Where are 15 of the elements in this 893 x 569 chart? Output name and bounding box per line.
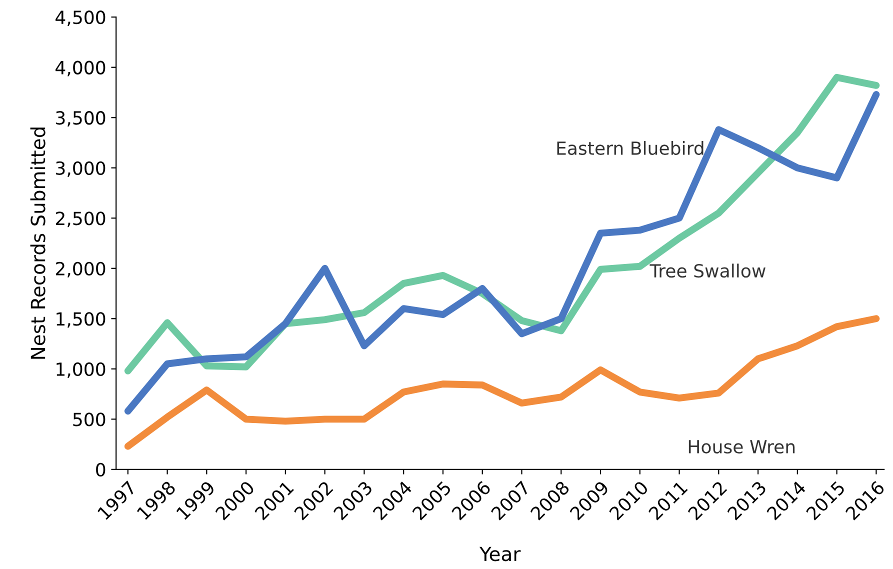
y-tick-label: 4,500 <box>56 10 106 26</box>
y-tick-label: 1,500 <box>56 312 106 328</box>
y-tick-label: 3,000 <box>56 161 106 177</box>
y-tick-label: 2,000 <box>56 262 106 278</box>
y-tick-label: 0 <box>96 462 106 477</box>
series-label: Eastern Bluebird <box>557 141 704 155</box>
series-label: Tree Swallow <box>650 264 766 278</box>
text: House Wren <box>688 440 795 454</box>
y-axis-title: Nest Records Submitted <box>30 128 46 359</box>
y-tick-label: 4,000 <box>56 60 106 76</box>
y-tick-label: 1,000 <box>56 362 106 378</box>
y-tick-label: 500 <box>73 412 106 426</box>
x-axis-title: Year <box>479 546 521 562</box>
y-tick-label: 2,500 <box>56 212 106 228</box>
y-tick-label: 3,500 <box>56 111 106 127</box>
